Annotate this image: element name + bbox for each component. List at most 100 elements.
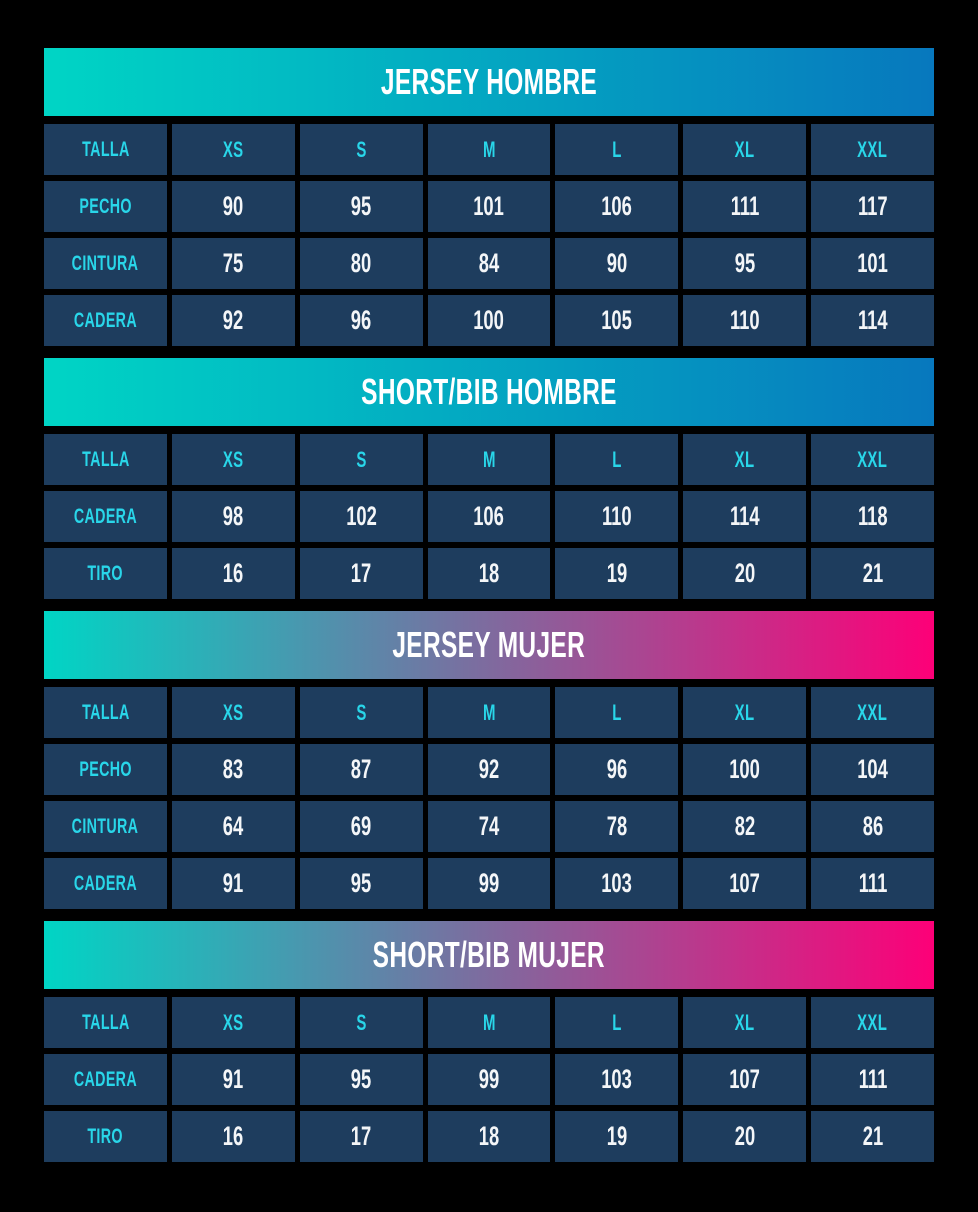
cell-text: M — [482, 136, 496, 162]
cell-text: 92 — [478, 754, 500, 784]
measurement-value-cell: 20 — [683, 548, 807, 599]
size-section-2-mujer: JERSEY MUJER TALLA XS S M L XL XXL PECHO 83 87… — [44, 611, 934, 909]
cell-text: 82 — [734, 811, 755, 841]
cell-text: M — [482, 446, 496, 472]
row-label-cell: CADERA — [44, 858, 167, 909]
cell-text: 83 — [223, 754, 244, 784]
row-label-text: TALLA — [81, 700, 130, 724]
size-column-cell: L — [555, 997, 679, 1048]
measurement-row: CADERA 98 102 106 110 114 118 — [44, 491, 934, 542]
row-label-cell: PECHO — [44, 744, 167, 795]
measurement-row: CADERA 92 96 100 105 110 114 — [44, 295, 934, 346]
measurement-value-cell: 111 — [811, 1054, 934, 1105]
row-label-cell: TALLA — [44, 687, 167, 738]
row-label-text: PECHO — [79, 757, 132, 781]
cell-text: 74 — [478, 811, 500, 841]
cell-text: 111 — [858, 1064, 887, 1094]
size-column-cell: XL — [683, 434, 807, 485]
row-label-cell: PECHO — [44, 181, 167, 232]
measurement-value-cell: 111 — [811, 858, 934, 909]
cell-text: 20 — [734, 1121, 755, 1151]
size-header-row: TALLA XS S M L XL XXL — [44, 687, 934, 738]
measurement-row: PECHO 83 87 92 96 100 104 — [44, 744, 934, 795]
measurement-value-cell: 92 — [427, 744, 551, 795]
section-header-banner: SHORT/BIB HOMBRE — [44, 358, 934, 426]
measurement-value-cell: 21 — [811, 548, 934, 599]
cell-text: XS — [222, 136, 244, 162]
cell-text: 17 — [350, 558, 372, 588]
section-rows: TALLA XS S M L XL XXL PECHO 90 95 101 106 111 117 … — [44, 124, 934, 346]
cell-text: 114 — [857, 305, 888, 335]
measurement-value-cell: 98 — [171, 491, 295, 542]
size-column-cell: XXL — [811, 434, 934, 485]
size-column-cell: XXL — [811, 997, 934, 1048]
size-column-cell: M — [427, 434, 551, 485]
measurement-value-cell: 105 — [555, 295, 679, 346]
row-label-text: TIRO — [87, 561, 124, 585]
cell-text: XS — [222, 699, 244, 725]
measurement-value-cell: 18 — [427, 1111, 551, 1162]
measurement-value-cell: 118 — [811, 491, 934, 542]
cell-text: 16 — [223, 558, 244, 588]
cell-text: 104 — [857, 754, 888, 784]
measurement-row: PECHO 90 95 101 106 111 117 — [44, 181, 934, 232]
measurement-value-cell: 110 — [683, 295, 807, 346]
cell-text: XL — [734, 136, 755, 162]
cell-text: 111 — [858, 868, 887, 898]
cell-text: 107 — [729, 868, 761, 898]
cell-text: L — [612, 699, 622, 725]
measurement-value-cell: 19 — [555, 1111, 679, 1162]
row-label-cell: CINTURA — [44, 801, 167, 852]
measurement-value-cell: 82 — [683, 801, 807, 852]
cell-text: 111 — [730, 191, 760, 221]
cell-text: 19 — [606, 558, 628, 588]
size-section-0-hombre: JERSEY HOMBRE TALLA XS S M L XL XXL PECHO 90 9… — [44, 48, 934, 346]
section-rows: TALLA XS S M L XL XXL PECHO 83 87 92 96 100 104 CI… — [44, 687, 934, 909]
cell-text: 90 — [223, 191, 244, 221]
measurement-value-cell: 117 — [811, 181, 934, 232]
cell-text: 101 — [857, 248, 888, 278]
size-column-cell: L — [555, 124, 679, 175]
cell-text: L — [612, 136, 622, 162]
measurement-value-cell: 84 — [427, 238, 551, 289]
measurement-row: CADERA 91 95 99 103 107 111 — [44, 858, 934, 909]
measurement-value-cell: 80 — [299, 238, 423, 289]
row-label-text: CADERA — [73, 504, 137, 528]
row-label-text: TALLA — [81, 137, 130, 161]
measurement-value-cell: 110 — [555, 491, 679, 542]
measurement-value-cell: 87 — [299, 744, 423, 795]
measurement-value-cell: 18 — [427, 548, 551, 599]
cell-text: XL — [734, 446, 755, 472]
row-label-cell: CADERA — [44, 1054, 167, 1105]
cell-text: XXL — [857, 1009, 888, 1035]
cell-text: 90 — [606, 248, 628, 278]
measurement-row: CINTURA 64 69 74 78 82 86 — [44, 801, 934, 852]
measurement-value-cell: 83 — [171, 744, 295, 795]
measurement-value-cell: 104 — [811, 744, 934, 795]
row-label-cell: TALLA — [44, 124, 167, 175]
cell-text: 19 — [606, 1121, 628, 1151]
size-column-cell: XS — [171, 124, 295, 175]
cell-text: 96 — [606, 754, 628, 784]
measurement-value-cell: 96 — [299, 295, 423, 346]
cell-text: XXL — [857, 699, 888, 725]
measurement-value-cell: 114 — [811, 295, 934, 346]
cell-text: 118 — [857, 501, 888, 531]
size-column-cell: XL — [683, 997, 807, 1048]
measurement-value-cell: 95 — [683, 238, 807, 289]
row-label-text: CINTURA — [72, 814, 139, 838]
cell-text: L — [612, 1009, 622, 1035]
cell-text: 95 — [350, 1064, 372, 1094]
row-label-text: CADERA — [73, 1067, 137, 1091]
measurement-value-cell: 21 — [811, 1111, 934, 1162]
size-column-cell: S — [299, 687, 423, 738]
cell-text: 21 — [862, 1121, 883, 1151]
size-header-row: TALLA XS S M L XL XXL — [44, 997, 934, 1048]
cell-text: M — [482, 699, 496, 725]
measurement-row: TIRO 16 17 18 19 20 21 — [44, 548, 934, 599]
measurement-value-cell: 101 — [427, 181, 551, 232]
row-label-cell: TIRO — [44, 548, 167, 599]
cell-text: 100 — [473, 305, 505, 335]
measurement-value-cell: 100 — [427, 295, 551, 346]
measurement-value-cell: 99 — [427, 1054, 551, 1105]
